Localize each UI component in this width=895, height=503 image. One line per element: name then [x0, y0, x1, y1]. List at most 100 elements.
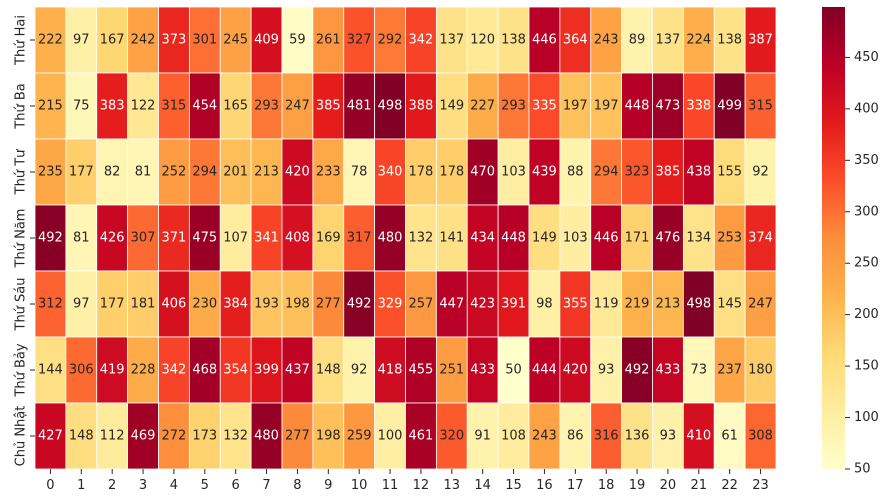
heatmap-cell [466, 204, 499, 272]
cell-value-label: 446 [532, 33, 557, 48]
heatmap-cell [96, 270, 129, 338]
cell-value-label: 149 [439, 99, 464, 114]
heatmap-cell [652, 72, 684, 140]
cell-value-label: 120 [470, 33, 495, 48]
heatmap-cell [281, 204, 314, 272]
heatmap-cell [96, 336, 129, 404]
cell-value-label: 419 [100, 363, 125, 378]
cell-value-label: 237 [717, 363, 742, 378]
cell-value-label: 492 [625, 363, 650, 378]
heatmap-cell [158, 72, 190, 140]
cell-value-label: 132 [409, 231, 434, 246]
cell-value-label: 148 [316, 363, 341, 378]
cell-value-label: 315 [162, 99, 187, 114]
heatmap-cell [713, 204, 746, 272]
cell-value-label: 224 [686, 33, 711, 48]
cell-value-label: 122 [131, 99, 156, 114]
heatmap-cell [65, 204, 98, 272]
x-tick-label: 21 [691, 478, 708, 493]
heatmap-cell [713, 72, 746, 140]
cell-value-label: 446 [594, 231, 619, 246]
colorbar-tick-label: 100 [854, 410, 879, 425]
colorbar-tick-label: 300 [854, 204, 879, 219]
y-tick-label: Thứ Năm [14, 209, 29, 269]
cell-value-label: 103 [563, 231, 588, 246]
cell-value-label: 409 [254, 33, 279, 48]
heatmap-cell [96, 72, 129, 140]
heatmap-cell [466, 72, 499, 140]
heatmap-cell [405, 138, 437, 206]
cell-value-label: 245 [223, 33, 248, 48]
cell-value-label: 108 [501, 429, 526, 444]
cell-value-label: 354 [223, 363, 248, 378]
cell-value-label: 242 [131, 33, 156, 48]
heatmap-cell [682, 138, 715, 206]
heatmap-cell [343, 138, 376, 206]
cell-value-label: 82 [104, 165, 121, 180]
colorbar-tick-label: 200 [854, 307, 879, 322]
cell-value-label: 219 [625, 297, 650, 312]
cell-value-label: 391 [501, 297, 526, 312]
colorbar-tick-label: 450 [854, 50, 879, 65]
heatmap-cells: 222 97 167 242 373 301 245 409 59 261 327 292 342 137… [34, 6, 777, 470]
x-tick-label: 8 [293, 478, 301, 493]
cell-value-label: 272 [162, 429, 187, 444]
heatmap-cell [374, 336, 406, 404]
cell-value-label: 399 [254, 363, 279, 378]
cell-value-label: 227 [470, 99, 495, 114]
heatmap-cell [65, 138, 98, 206]
heatmap-cell [590, 336, 623, 404]
heatmap-cell [621, 138, 653, 206]
cell-value-label: 98 [536, 297, 553, 312]
cell-value-label: 81 [135, 165, 152, 180]
cell-value-label: 171 [625, 231, 650, 246]
heatmap-cell [682, 336, 715, 404]
cell-value-label: 433 [656, 363, 681, 378]
cell-value-label: 423 [470, 297, 495, 312]
cell-value-label: 410 [686, 429, 711, 444]
heatmap-cell [590, 6, 623, 74]
cell-value-label: 198 [285, 297, 310, 312]
cell-value-label: 294 [192, 165, 217, 180]
cell-value-label: 470 [470, 165, 495, 180]
cell-value-label: 235 [38, 165, 63, 180]
heatmap-cell [34, 72, 67, 140]
heatmap-cell [65, 402, 98, 470]
cell-value-label: 406 [162, 297, 187, 312]
heatmap-cell [497, 270, 530, 338]
cell-value-label: 91 [474, 429, 491, 444]
heatmap-cell [713, 270, 746, 338]
cell-value-label: 277 [316, 297, 341, 312]
heatmap-cell [188, 6, 221, 74]
cell-value-label: 315 [748, 99, 773, 114]
heatmap-cell [682, 72, 715, 140]
colorbar-tick-label: 50 [854, 462, 871, 477]
heatmap-cell [713, 402, 746, 470]
heatmap-cell [281, 270, 314, 338]
cell-value-label: 492 [38, 231, 63, 246]
cell-value-label: 420 [563, 363, 588, 378]
heatmap-cell [34, 204, 67, 272]
heatmap-cell [312, 402, 345, 470]
colorbar-tick-label: 400 [854, 101, 879, 116]
cell-value-label: 222 [38, 33, 63, 48]
heatmap-cell [34, 336, 67, 404]
x-tick-label: 19 [629, 478, 646, 493]
cell-value-label: 247 [748, 297, 773, 312]
cell-value-label: 499 [717, 99, 742, 114]
heatmap-cell [497, 72, 530, 140]
x-tick-label: 6 [232, 478, 240, 493]
heatmap-cell [127, 204, 159, 272]
x-tick-label: 4 [170, 478, 178, 493]
x-tick-label: 1 [77, 478, 85, 493]
cell-value-label: 251 [439, 363, 464, 378]
cell-value-label: 329 [378, 297, 403, 312]
heatmap-cell [374, 72, 406, 140]
cell-value-label: 383 [100, 99, 125, 114]
x-tick-label: 7 [262, 478, 270, 493]
cell-value-label: 426 [100, 231, 125, 246]
x-tick-label: 3 [139, 478, 147, 493]
cell-value-label: 167 [100, 33, 125, 48]
heatmap-cell [374, 270, 406, 338]
heatmap-cell [158, 138, 190, 206]
